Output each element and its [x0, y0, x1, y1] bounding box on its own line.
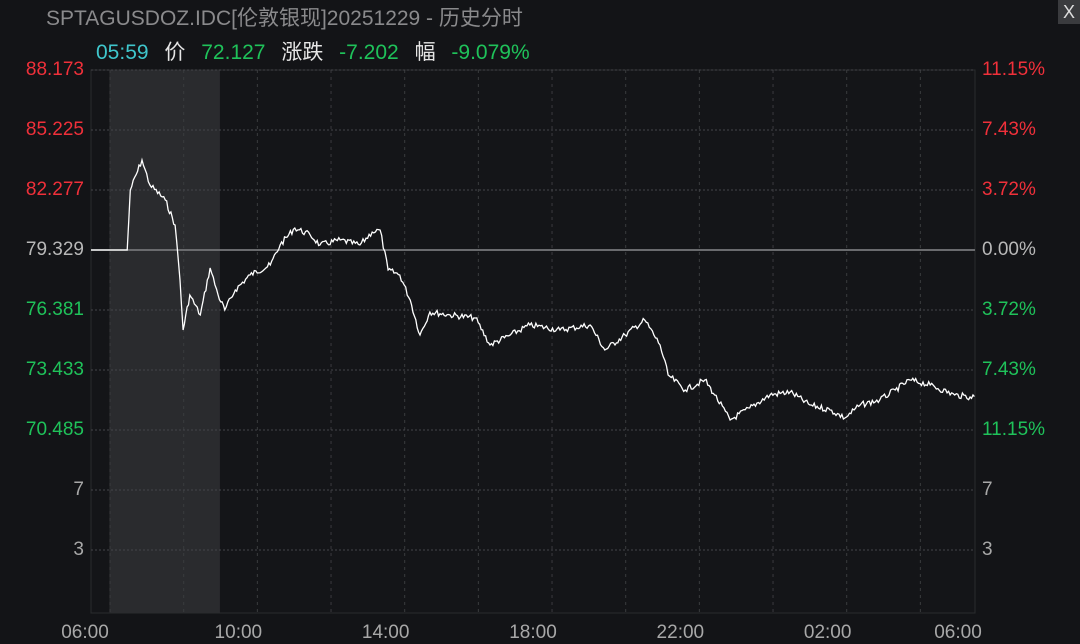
change-value: -7.202 [339, 41, 399, 64]
y-tick-right: 11.15% [982, 419, 1046, 440]
pct-label: 幅 [414, 41, 436, 64]
y-tick-right: 7.43% [982, 119, 1036, 140]
y-tick-right: 11.15% [982, 59, 1046, 80]
plot-area [90, 69, 976, 614]
volume-tick-left: 7 [73, 479, 84, 500]
x-tick: 22:00 [656, 622, 705, 643]
y-tick-left: 85.225 [25, 119, 84, 140]
y-tick-right: 7.43% [982, 359, 1036, 380]
x-tick: 02:00 [803, 622, 852, 643]
y-tick-left: 70.485 [25, 419, 84, 440]
pct-value: -9.079% [451, 41, 530, 64]
y-tick-right: 3.72% [982, 179, 1036, 200]
window-title: SPTAGUSDOZ.IDC[伦敦银现]20251229 - 历史分时 [46, 7, 523, 30]
volume-tick-left: 3 [73, 539, 84, 560]
y-tick-right: 0.00% [982, 239, 1036, 260]
y-tick-left: 82.277 [25, 179, 84, 200]
price-label: 价 [164, 41, 186, 64]
y-tick-right: 3.72% [982, 299, 1036, 320]
volume-tick-right: 7 [982, 479, 993, 500]
price-line [91, 157, 975, 421]
price-value: 72.127 [201, 41, 266, 64]
change-label: 涨跌 [281, 41, 324, 64]
y-tick-left: 73.433 [25, 359, 84, 380]
y-tick-left: 88.173 [25, 59, 84, 80]
close-button[interactable]: X [1058, 0, 1080, 24]
x-tick: 18:00 [509, 622, 557, 643]
x-tick: 14:00 [361, 622, 410, 643]
x-tick: 06:00 [934, 622, 982, 643]
y-tick-left: 79.329 [25, 239, 84, 260]
info-bar: 05:59 价 72.127 涨跌 -7.202 幅 -9.079% [96, 36, 540, 66]
shaded-session [109, 70, 220, 613]
volume-tick-right: 3 [982, 539, 993, 560]
info-time: 05:59 [96, 41, 149, 64]
x-tick: 10:00 [214, 622, 263, 643]
y-tick-left: 76.381 [25, 299, 84, 320]
x-tick: 06:00 [61, 622, 109, 643]
